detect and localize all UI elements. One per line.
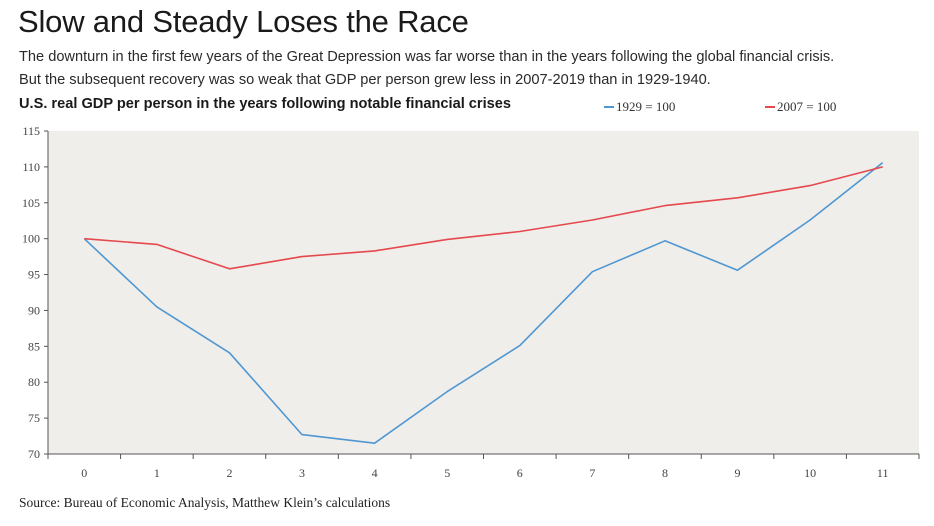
y-tick-label-85: 85 bbox=[28, 339, 40, 353]
series-1-point-0 bbox=[83, 238, 85, 240]
y-tick-label-105: 105 bbox=[22, 196, 40, 210]
source-note: Source: Bureau of Economic Analysis, Mat… bbox=[19, 495, 391, 510]
series-0-point-7 bbox=[591, 271, 593, 273]
x-tick-label-8: 8 bbox=[662, 466, 668, 480]
series-0-point-1 bbox=[156, 306, 158, 308]
legend-label-2007: 2007 = 100 bbox=[777, 99, 837, 114]
series-1-point-8 bbox=[664, 205, 666, 207]
series-1-point-3 bbox=[301, 256, 303, 258]
x-tick-label-5: 5 bbox=[444, 466, 450, 480]
series-0-point-4 bbox=[374, 442, 376, 444]
series-0-point-5 bbox=[446, 391, 448, 393]
series-1-point-10 bbox=[809, 185, 811, 187]
series-1-point-4 bbox=[374, 250, 376, 252]
y-tick-label-95: 95 bbox=[28, 268, 40, 282]
x-tick-label-10: 10 bbox=[804, 466, 816, 480]
x-tick-label-0: 0 bbox=[81, 466, 87, 480]
legend-item-1929: 1929 = 100 bbox=[604, 99, 675, 115]
series-1-point-5 bbox=[446, 238, 448, 240]
series-0-point-2 bbox=[229, 352, 231, 354]
series-0-point-9 bbox=[737, 269, 739, 271]
y-tick-label-115: 115 bbox=[22, 124, 40, 138]
x-tick-label-2: 2 bbox=[226, 466, 232, 480]
chart-subtitle: The downturn in the first few years of t… bbox=[19, 46, 924, 92]
series-1-point-1 bbox=[156, 244, 158, 246]
legend-swatch-2007 bbox=[765, 106, 775, 108]
x-tick-label-4: 4 bbox=[372, 466, 378, 480]
legend-item-2007: 2007 = 100 bbox=[765, 99, 836, 115]
subtitle-line-1: The downturn in the first few years of t… bbox=[19, 49, 835, 65]
plot-background bbox=[48, 131, 919, 454]
x-tick-label-1: 1 bbox=[154, 466, 160, 480]
series-1-point-11 bbox=[882, 166, 884, 168]
x-tick-label-9: 9 bbox=[735, 466, 741, 480]
legend-swatch-1929 bbox=[604, 106, 614, 108]
y-tick-label-70: 70 bbox=[28, 447, 40, 461]
series-0-point-11 bbox=[882, 162, 884, 164]
series-0-point-8 bbox=[664, 240, 666, 242]
chart-heading: U.S. real GDP per person in the years fo… bbox=[19, 96, 512, 112]
series-1-point-7 bbox=[591, 219, 593, 221]
series-line-0 bbox=[83, 161, 884, 445]
series-line-1 bbox=[84, 166, 883, 270]
x-tick-label-6: 6 bbox=[517, 466, 523, 480]
y-tick-label-80: 80 bbox=[28, 375, 40, 389]
series-1-point-2 bbox=[229, 268, 231, 270]
series-0-point-10 bbox=[809, 219, 811, 221]
series-0-point-6 bbox=[519, 345, 521, 347]
series-1-point-6 bbox=[519, 231, 521, 233]
x-tick-label-11: 11 bbox=[877, 466, 889, 480]
y-tick-label-90: 90 bbox=[28, 303, 40, 317]
y-tick-label-75: 75 bbox=[28, 411, 40, 425]
x-tick-label-7: 7 bbox=[589, 466, 595, 480]
series-0-point-3 bbox=[301, 434, 303, 436]
y-tick-label-100: 100 bbox=[22, 232, 40, 246]
legend-label-1929: 1929 = 100 bbox=[616, 99, 676, 114]
y-tick-label-110: 110 bbox=[22, 160, 40, 174]
series-1-point-9 bbox=[737, 197, 739, 199]
x-tick-label-3: 3 bbox=[299, 466, 305, 480]
chart-title-main: Slow and Steady Loses the Race bbox=[18, 4, 469, 39]
subtitle-line-2: But the subsequent recovery was so weak … bbox=[19, 72, 711, 88]
